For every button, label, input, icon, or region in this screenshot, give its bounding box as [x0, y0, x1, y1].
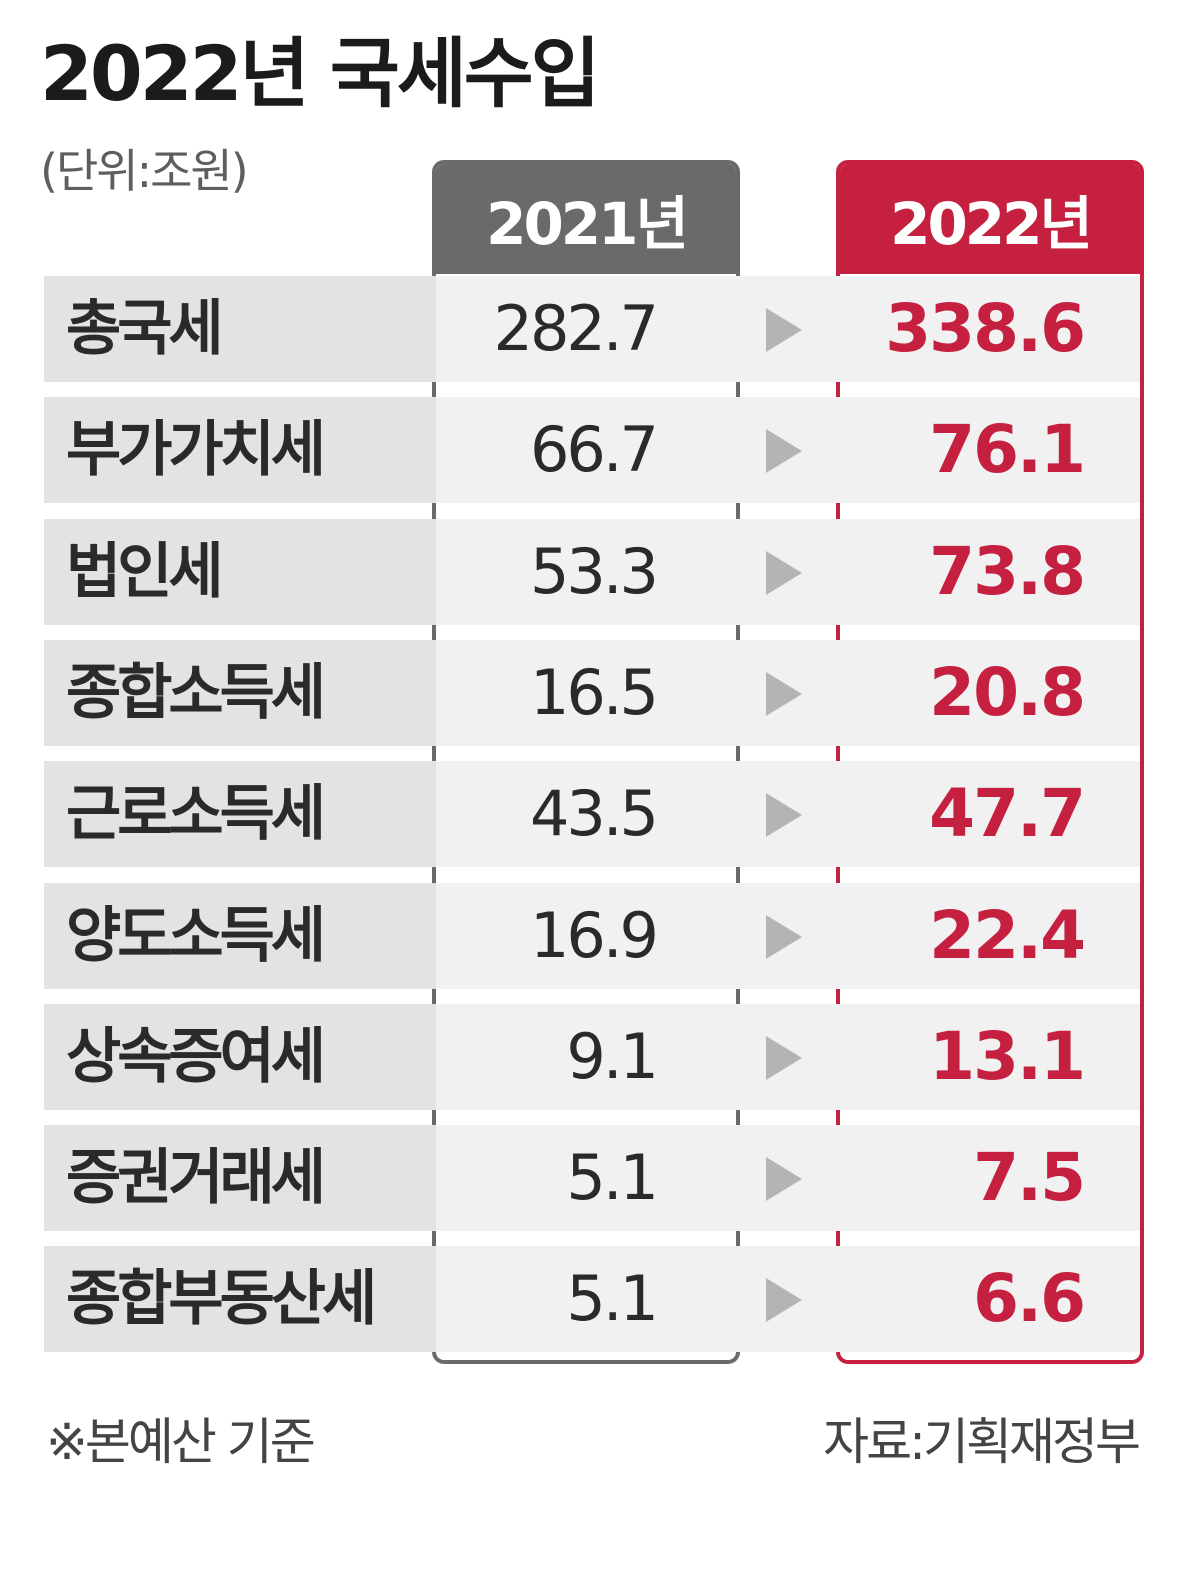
- row-bg-mid: [436, 761, 736, 867]
- row-bg-right: [840, 1004, 1140, 1110]
- row-bg-right: [840, 519, 1140, 625]
- value-2021: 5.1: [566, 1262, 659, 1335]
- row-label: 종합소득세: [66, 658, 326, 728]
- row-bg-mid: [436, 397, 736, 503]
- row-bg-right: [840, 761, 1140, 867]
- table-row: 종합부동산세 5.1 6.6: [44, 1246, 1140, 1352]
- value-2022: 73.8: [929, 533, 1086, 610]
- value-2022: 47.7: [929, 775, 1086, 852]
- value-2022: 338.6: [885, 290, 1086, 367]
- row-bg-mid: [436, 1004, 736, 1110]
- row-bg-right: [840, 1246, 1140, 1352]
- arrow-right-icon: [766, 308, 802, 352]
- table-row: 상속증여세 9.1 13.1: [44, 1004, 1140, 1110]
- row-label: 총국세: [66, 294, 224, 364]
- row-label: 법인세: [66, 537, 224, 607]
- column-header-2021: 2021년: [436, 164, 736, 274]
- row-bg-mid: [436, 883, 736, 989]
- arrow-right-icon: [766, 1157, 802, 1201]
- arrow-right-icon: [766, 672, 802, 716]
- table-row: 법인세 53.3 73.8: [44, 519, 1140, 625]
- row-bg-right: [840, 276, 1140, 382]
- table-row: 부가가치세 66.7 76.1: [44, 397, 1140, 503]
- value-2021: 16.9: [529, 899, 659, 972]
- page-title: 2022년 국세수입: [40, 29, 601, 118]
- unit-label: (단위:조원): [40, 144, 249, 198]
- row-label: 상속증여세: [66, 1022, 326, 1092]
- arrow-right-icon: [766, 793, 802, 837]
- row-bg-mid: [436, 640, 736, 746]
- value-2022: 13.1: [929, 1018, 1086, 1095]
- arrow-right-icon: [766, 429, 802, 473]
- row-bg-right: [840, 883, 1140, 989]
- row-label: 양도소득세: [66, 901, 326, 971]
- column-2022-frame: 2022년: [836, 160, 1144, 1364]
- row-bg-mid: [436, 276, 736, 382]
- row-bg-right: [840, 397, 1140, 503]
- table-row: 양도소득세 16.9 22.4: [44, 883, 1140, 989]
- row-bg-right: [840, 1125, 1140, 1231]
- value-2021: 43.5: [529, 777, 659, 850]
- value-2021: 5.1: [566, 1141, 659, 1214]
- footnote: ※본예산 기준: [46, 1413, 316, 1471]
- value-2022: 22.4: [929, 897, 1086, 974]
- table-row: 근로소득세 43.5 47.7: [44, 761, 1140, 867]
- value-2021: 282.7: [493, 292, 660, 365]
- value-2022: 6.6: [973, 1260, 1086, 1337]
- table-row: 총국세 282.7 338.6: [44, 276, 1140, 382]
- row-label: 근로소득세: [66, 779, 326, 849]
- value-2022: 20.8: [929, 654, 1086, 731]
- row-bg-mid: [436, 1246, 736, 1352]
- value-2021: 53.3: [529, 535, 659, 608]
- value-2021: 66.7: [529, 413, 659, 486]
- row-label: 증권거래세: [66, 1143, 326, 1213]
- row-bg-mid: [436, 519, 736, 625]
- value-2022: 76.1: [929, 411, 1086, 488]
- arrow-right-icon: [766, 1036, 802, 1080]
- arrow-right-icon: [766, 1278, 802, 1322]
- arrow-right-icon: [766, 915, 802, 959]
- table-row: 증권거래세 5.1 7.5: [44, 1125, 1140, 1231]
- row-bg-right: [840, 640, 1140, 746]
- row-label: 부가가치세: [66, 415, 326, 485]
- source-credit: 자료:기획재정부: [823, 1413, 1141, 1471]
- table-row: 종합소득세 16.5 20.8: [44, 640, 1140, 746]
- value-2022: 7.5: [973, 1139, 1086, 1216]
- column-header-2022: 2022년: [840, 164, 1140, 274]
- row-label: 종합부동산세: [66, 1264, 377, 1334]
- arrow-right-icon: [766, 551, 802, 595]
- value-2021: 16.5: [529, 656, 659, 729]
- row-bg-mid: [436, 1125, 736, 1231]
- value-2021: 9.1: [566, 1020, 659, 1093]
